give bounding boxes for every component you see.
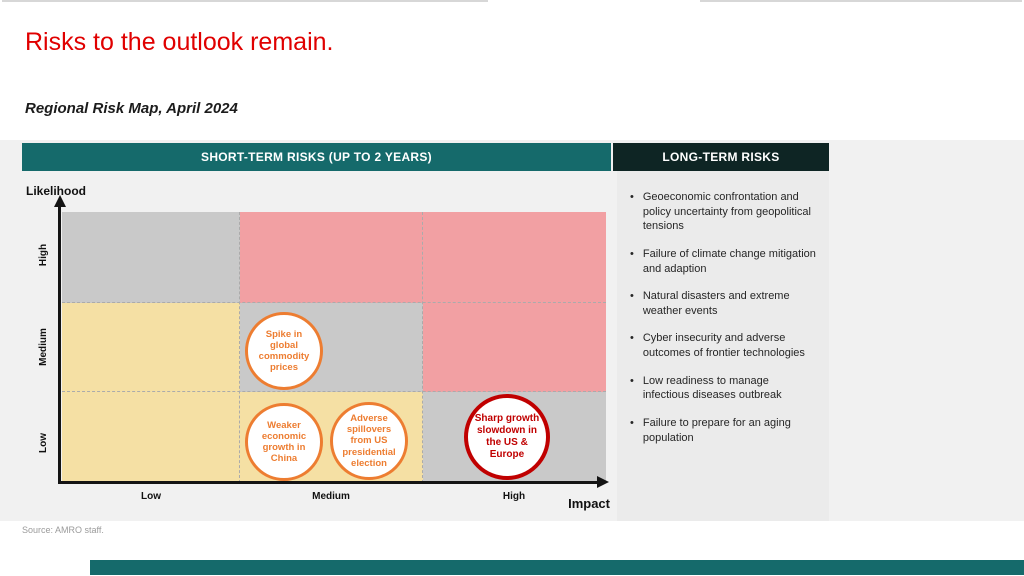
list-item-text: Failure to prepare for an aging populati… bbox=[642, 416, 791, 444]
gridline-horizontal-1 bbox=[62, 302, 606, 303]
x-tick-high: High bbox=[502, 491, 526, 502]
source-note: Source: AMRO staff. bbox=[22, 525, 104, 535]
risk-bubble-us-europe-slowdown: Sharp growth slowdown in the US & Europe bbox=[464, 394, 550, 480]
y-tick-high: High bbox=[38, 243, 49, 267]
page-title: Risks to the outlook remain. bbox=[25, 28, 334, 56]
list-item-text: Natural disasters and extreme weather ev… bbox=[642, 290, 790, 317]
list-item-text: Low readiness to manage infectious disea… bbox=[642, 374, 782, 402]
x-axis-arrow-icon bbox=[597, 476, 609, 488]
bullet-icon: • bbox=[630, 290, 634, 303]
y-axis-arrow-icon bbox=[54, 195, 66, 207]
list-item: • Failure of climate change mitigation an… bbox=[630, 247, 817, 276]
long-term-risks-header: LONG-TERM RISKS bbox=[613, 143, 829, 171]
y-tick-medium: Medium bbox=[38, 328, 49, 366]
list-item-text: Geoeconomic confrontation and policy unc… bbox=[642, 191, 811, 233]
list-item-text: Failure of climate change mitigation and… bbox=[642, 247, 816, 275]
list-item: • Natural disasters and extreme weather e… bbox=[630, 289, 817, 318]
gridline-vertical-2 bbox=[422, 212, 423, 483]
cell-high-high bbox=[423, 212, 606, 303]
risk-bubble-us-election: Adverse spillovers from US presidential … bbox=[330, 402, 408, 480]
y-axis-line bbox=[58, 206, 61, 484]
bullet-icon: • bbox=[630, 374, 634, 387]
bullet-icon: • bbox=[630, 247, 634, 260]
bullet-icon: • bbox=[630, 416, 634, 429]
x-tick-medium: Medium bbox=[312, 491, 350, 502]
x-axis-title: Impact bbox=[568, 496, 610, 511]
x-axis-line bbox=[58, 481, 598, 484]
cell-high-low bbox=[62, 212, 240, 303]
y-tick-low: Low bbox=[38, 433, 49, 453]
content-band: SHORT-TERM RISKS (UP TO 2 YEARS) LONG-TE… bbox=[0, 140, 1024, 521]
bullet-icon: • bbox=[630, 191, 634, 203]
cell-low-low bbox=[62, 392, 240, 483]
list-item: • Low readiness to manage infectious dise… bbox=[630, 374, 817, 403]
short-term-risks-header: SHORT-TERM RISKS (UP TO 2 YEARS) bbox=[22, 143, 611, 171]
cell-medium-low bbox=[62, 303, 240, 392]
gridline-vertical-1 bbox=[239, 212, 240, 483]
long-term-risks-list: • Geoeconomic confrontation and policy un… bbox=[617, 171, 829, 445]
list-item: • Cyber insecurity and adverse outcomes o… bbox=[630, 331, 817, 360]
footer-accent-bar bbox=[90, 560, 1024, 575]
long-term-risks-panel: • Geoeconomic confrontation and policy un… bbox=[617, 171, 829, 521]
top-border-line-right bbox=[700, 0, 1022, 2]
list-item: • Geoeconomic confrontation and policy un… bbox=[630, 190, 817, 234]
bullet-icon: • bbox=[630, 332, 634, 345]
x-tick-low: Low bbox=[141, 491, 161, 502]
cell-medium-high bbox=[423, 303, 606, 392]
y-axis-title: Likelihood bbox=[26, 184, 86, 198]
gridline-horizontal-2 bbox=[62, 391, 606, 392]
risk-bubble-commodity-prices: Spike in global commodity prices bbox=[245, 312, 323, 390]
risk-bubble-china-growth: Weaker economic growth in China bbox=[245, 403, 323, 481]
cell-high-medium bbox=[240, 212, 423, 303]
list-item: • Failure to prepare for an aging populat… bbox=[630, 416, 817, 445]
top-border-line-left bbox=[2, 0, 488, 2]
chart-subtitle: Regional Risk Map, April 2024 bbox=[25, 100, 238, 117]
list-item-text: Cyber insecurity and adverse outcomes of… bbox=[642, 332, 805, 359]
